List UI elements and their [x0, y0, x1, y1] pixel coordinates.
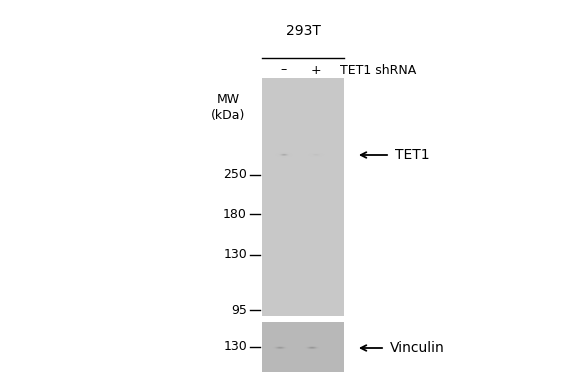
Text: 293T: 293T [286, 24, 321, 38]
Text: 130: 130 [223, 248, 247, 262]
Text: +: + [311, 64, 321, 76]
Text: –: – [281, 64, 287, 76]
Text: 95: 95 [231, 304, 247, 316]
Bar [262, 78, 344, 316]
Bar [262, 322, 344, 372]
Text: 250: 250 [223, 169, 247, 181]
Text: TET1 shRNA: TET1 shRNA [340, 64, 416, 76]
Text: TET1: TET1 [395, 148, 430, 162]
Text: Vinculin: Vinculin [390, 341, 445, 355]
Bar [262, 316, 344, 322]
Text: 130: 130 [223, 341, 247, 353]
Text: 180: 180 [223, 208, 247, 220]
Text: MW
(kDa): MW (kDa) [211, 93, 245, 122]
